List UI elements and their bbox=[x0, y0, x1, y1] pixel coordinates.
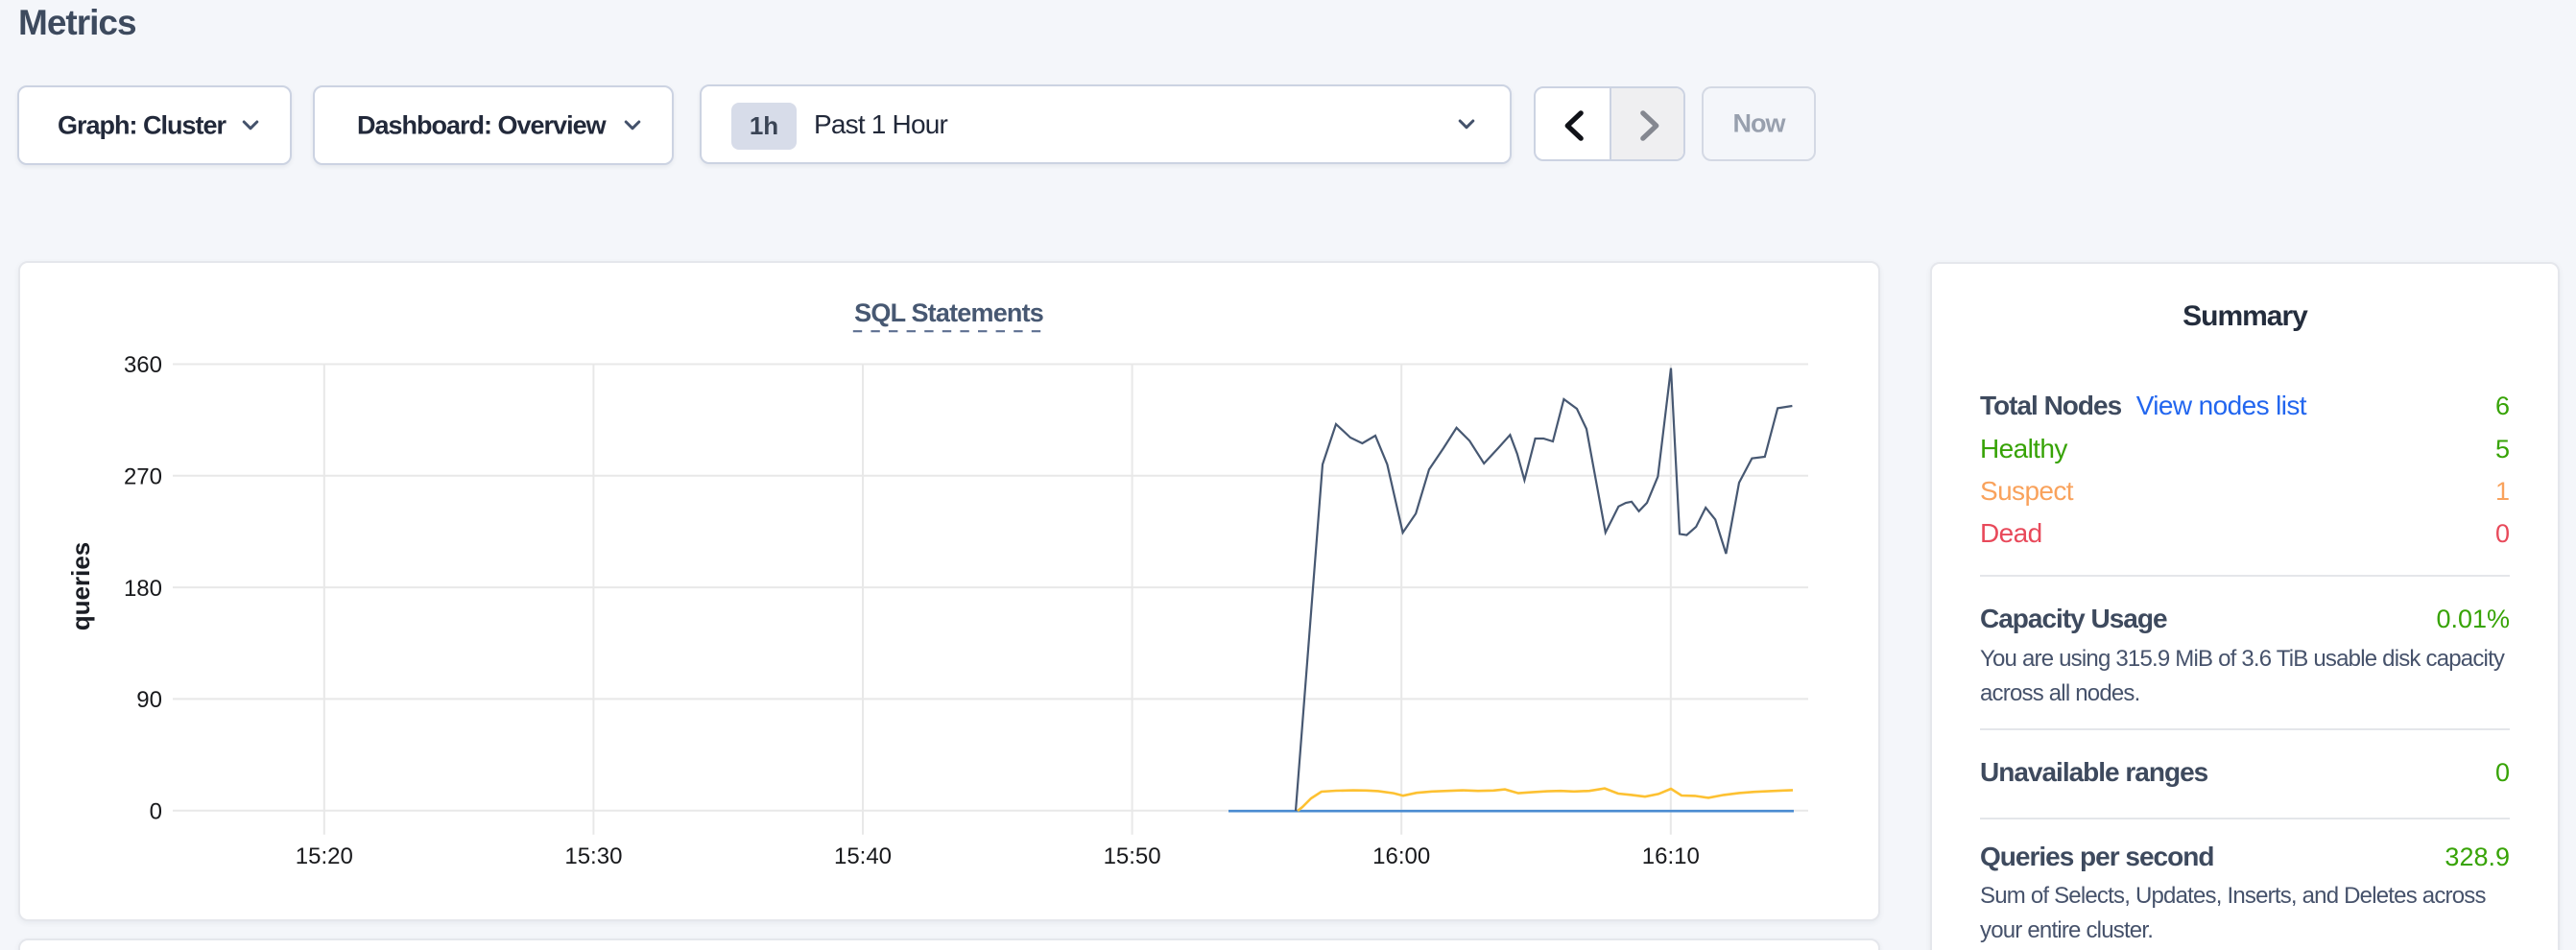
svg-text:360: 360 bbox=[124, 352, 162, 378]
svg-text:180: 180 bbox=[124, 576, 162, 602]
svg-text:15:40: 15:40 bbox=[834, 843, 892, 869]
svg-text:90: 90 bbox=[136, 687, 162, 713]
svg-text:15:20: 15:20 bbox=[296, 843, 353, 869]
svg-text:queries: queries bbox=[66, 542, 95, 631]
svg-text:15:50: 15:50 bbox=[1104, 843, 1161, 869]
svg-text:16:10: 16:10 bbox=[1642, 843, 1700, 869]
svg-text:15:30: 15:30 bbox=[564, 843, 622, 869]
svg-text:16:00: 16:00 bbox=[1372, 843, 1430, 869]
svg-text:0: 0 bbox=[150, 798, 162, 824]
svg-text:270: 270 bbox=[124, 464, 162, 490]
